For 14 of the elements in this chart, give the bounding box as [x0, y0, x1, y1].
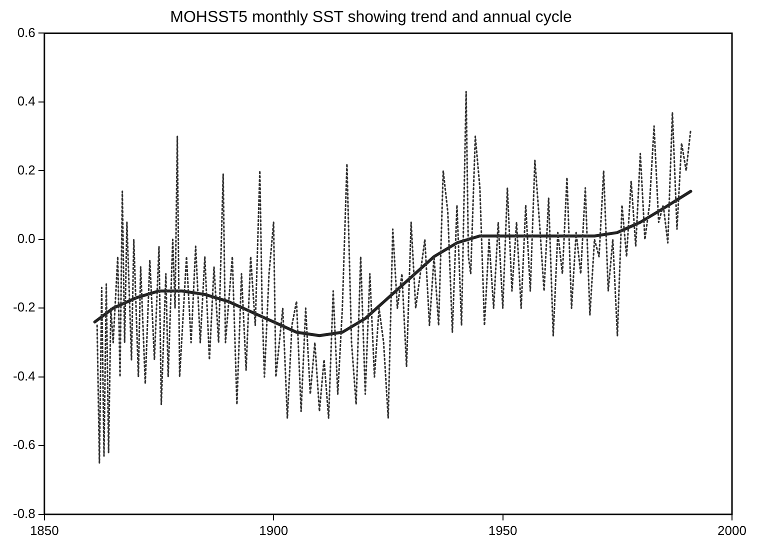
- y-tick-label: -0.8: [12, 506, 36, 521]
- x-tick-label: 1950: [488, 522, 518, 538]
- y-tick-label: -0.2: [12, 300, 36, 315]
- y-tick-label: 0.0: [17, 231, 36, 246]
- y-tick-label: -0.4: [12, 368, 36, 384]
- x-tick-label: 2000: [718, 522, 746, 538]
- y-tick-label: 0.2: [17, 162, 36, 178]
- chart-title: MOHSST5 monthly SST showing trend and annual cycle: [170, 9, 572, 26]
- line-series: [96, 90, 692, 464]
- x-tick-label: 1850: [30, 522, 59, 538]
- y-tick-label: 0.6: [17, 24, 36, 40]
- y-tick-label: -0.6: [12, 437, 36, 452]
- y-tick-label: 0.4: [17, 94, 36, 109]
- x-tick-label: 1900: [259, 522, 288, 538]
